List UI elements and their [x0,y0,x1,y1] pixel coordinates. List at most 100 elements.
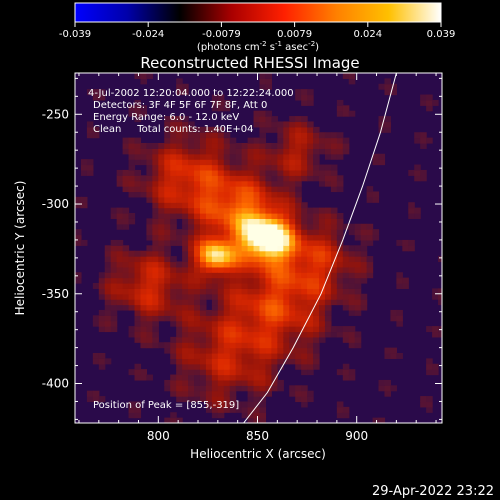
heatmap-cell [205,223,213,230]
heatmap-cell [146,256,153,263]
heatmap-cell [283,261,290,268]
heatmap-cell [217,331,225,338]
heatmap-cell [271,385,278,392]
heatmap-cell [372,234,380,241]
heatmap-cell [217,283,225,289]
heatmap-cell [176,132,183,139]
heatmap-cell [330,239,338,246]
heatmap-cell [265,73,272,79]
heatmap-cell [384,121,392,128]
heatmap-cell [253,390,261,397]
heatmap-cell [199,132,207,139]
heatmap-cell [295,336,302,343]
heatmap-cell [283,175,290,182]
heatmap-cell [295,126,302,133]
solar-limb-curve [243,73,397,423]
heatmap-cell [241,148,249,155]
heatmap-cell [176,229,183,236]
heatmap-cell [170,277,177,284]
heatmap-cell [259,83,267,90]
heatmap-cell [253,299,261,306]
heatmap-cell [188,229,195,236]
heatmap-cell [116,239,124,246]
colorbar-tick-label: 0.024 [353,29,382,40]
heatmap-cell [283,266,290,273]
heatmap-cell [384,78,392,85]
heatmap-cell [223,99,231,106]
heatmap-cell [283,245,290,252]
heatmap-cell [211,320,219,327]
heatmap-cell [164,293,171,300]
heatmap-cell [259,196,267,203]
heatmap-cell [170,223,177,230]
heatmap-cell [313,169,320,176]
heatmap-cell [342,105,350,112]
heatmap-cell [92,132,100,139]
heatmap-cell [223,132,231,139]
heatmap-cell [194,234,201,241]
heatmap-cell [188,250,195,257]
heatmap-cell [211,218,219,225]
heatmap-cell [277,353,284,359]
heatmap-cell [223,169,231,176]
heatmap-cell [182,175,189,182]
heatmap-cell [217,369,225,376]
heatmap-cell [80,164,88,171]
heatmap-cell [146,309,153,316]
heatmap-cell [122,186,130,193]
heatmap-cell [122,299,130,306]
heatmap-cell [164,121,171,128]
y-axis: -250-300-350-400 [42,77,442,420]
heatmap-cell [265,148,272,155]
heatmap-cell [289,320,296,327]
heatmap-cell [235,250,243,257]
heatmap-cell [235,353,243,359]
heatmap-cell [223,266,231,273]
heatmap-cell [217,299,225,306]
heatmap-cell [134,186,142,193]
heatmap-cell [295,229,302,236]
heatmap-cell [265,309,272,316]
heatmap-cell [140,186,148,193]
heatmap-cell [348,336,356,343]
heatmap-cell [289,390,296,397]
heatmap-cell [211,406,219,413]
heatmap-cell [140,73,148,79]
heatmap-cell [86,126,94,133]
heatmap-cell [217,191,225,198]
heatmap-cell [104,266,112,273]
heatmap-cell [235,277,243,284]
heatmap-cell [247,148,255,155]
heatmap-cell [295,239,302,246]
heatmap-cell [253,266,261,273]
heatmap-cell [241,299,249,306]
heatmap-cell [330,169,338,176]
heatmap-cell [277,245,284,252]
heatmap-cell [176,186,183,193]
heatmap-cell [283,239,290,246]
heatmap-cell [199,245,207,252]
heatmap-cell [348,304,356,311]
heatmap-cell [426,396,433,403]
heatmap-cell [170,169,177,176]
heatmap-cell [253,417,261,423]
heatmap-cell [241,143,249,149]
heatmap-cell [289,121,296,128]
heatmap-cell [289,309,296,316]
heatmap-cell [247,196,255,203]
heatmap-cell [241,353,249,359]
heatmap-cell [408,239,415,246]
heatmap-cell [170,159,177,166]
heatmap-cell [211,105,219,112]
heatmap-cell [324,175,332,182]
heatmap-cell [265,358,272,365]
heatmap-cell [158,288,165,295]
heatmap-cell [289,148,296,155]
heatmap-cell [259,358,267,365]
heatmap-cell [176,363,183,370]
heatmap-cell [110,299,118,306]
x-tick-label: 800 [147,429,170,443]
heatmap-cell [307,223,314,230]
heatmap-cell [295,347,302,354]
heatmap-cell [176,299,183,306]
